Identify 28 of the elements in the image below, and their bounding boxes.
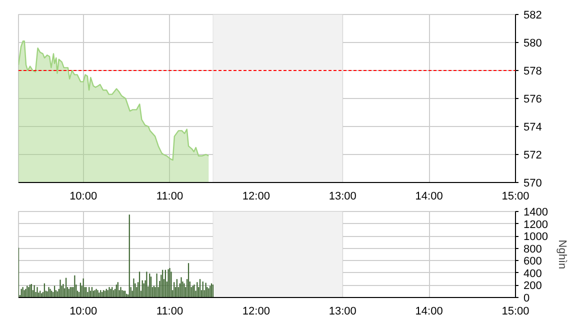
x-tick-label: 15:00 [502,306,530,318]
y-tick-label: 1400 [524,206,548,218]
x-tick-label: 12:00 [242,190,270,202]
x-tick-label: 10:00 [70,306,98,318]
y-tick-label: 1200 [524,218,548,231]
y-tick-label: 1000 [524,231,548,244]
y-tick-label: 572 [524,150,542,162]
y-tick-label: 574 [524,122,542,134]
x-tick-label: 11:00 [156,190,184,202]
y-tick-label: 400 [524,268,542,280]
y-tick-label: 578 [524,66,542,78]
x-tick-label: 15:00 [502,190,530,202]
y-tick-label: 0 [524,292,530,304]
y-tick-label: 576 [524,94,542,106]
x-tick-label: 12:00 [242,306,270,318]
x-tick-label: 13:00 [328,190,356,202]
y-tick-label: 570 [524,178,542,190]
y-tick-label: 200 [524,280,542,292]
x-tick-label: 11:00 [156,306,184,318]
x-tick-label: 10:00 [70,190,98,202]
x-tick-label: 14:00 [415,190,443,202]
y-tick-label: 580 [524,38,542,50]
y-tick-label: 800 [524,243,542,256]
y-tick-label: 582 [524,10,542,22]
y-tick-label: 600 [524,256,542,268]
x-tick-label: 13:00 [328,306,356,318]
y-axis-title: Nghìn [556,240,568,270]
x-tick-label: 14:00 [415,306,443,318]
